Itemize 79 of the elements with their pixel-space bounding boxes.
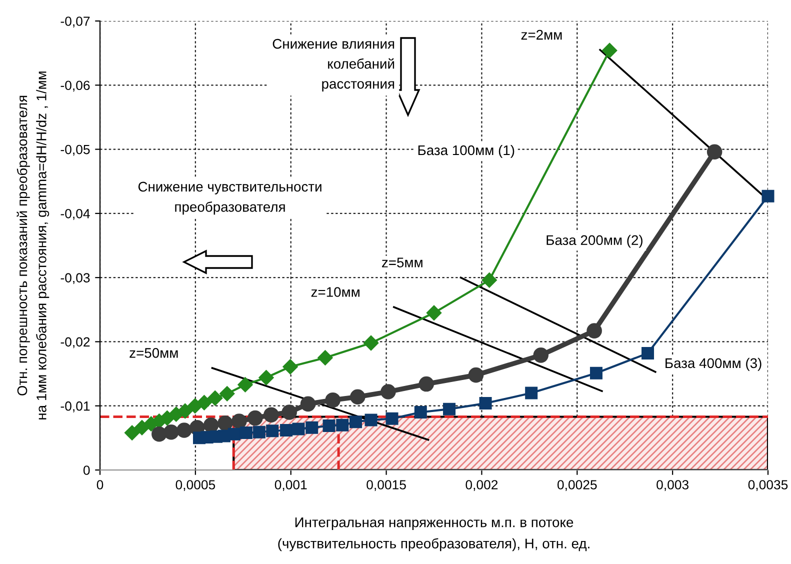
- point: [264, 407, 279, 422]
- y-tick-label: -0,06: [60, 80, 90, 92]
- point: [306, 421, 318, 434]
- y-tick-label: -0,03: [60, 273, 90, 284]
- point: [248, 410, 263, 426]
- point: [414, 406, 427, 419]
- point: [203, 417, 219, 433]
- point: [282, 404, 297, 420]
- series-label: База 400мм (3): [666, 358, 762, 371]
- point: [443, 402, 456, 416]
- point: [134, 420, 150, 436]
- point: [231, 414, 247, 429]
- text: z=10мм: [311, 287, 360, 297]
- point: [196, 395, 212, 410]
- y-tick-label: -0,07: [60, 16, 90, 28]
- annotation: Снижение чувствительности преобразователя: [138, 182, 322, 215]
- y-tick-label: -0,02: [60, 337, 90, 348]
- point: [292, 422, 305, 436]
- point: [468, 367, 484, 383]
- point: [152, 426, 167, 442]
- y-tick-label: 0: [83, 466, 90, 475]
- point: [336, 418, 349, 432]
- point: [642, 347, 654, 360]
- point: [350, 416, 362, 428]
- point: [318, 350, 333, 366]
- point: [164, 424, 179, 440]
- x-tick-label: 0,0025: [557, 480, 597, 491]
- point: [282, 359, 298, 374]
- point: [218, 416, 233, 431]
- point: [240, 426, 252, 440]
- point: [228, 428, 240, 440]
- point: [762, 190, 774, 202]
- x-tick-label: 0,003: [656, 480, 688, 491]
- point: [525, 386, 538, 400]
- point: [586, 323, 602, 338]
- point: [220, 386, 235, 402]
- point: [364, 414, 378, 426]
- point: [482, 272, 497, 288]
- x-tick-label: 0,002: [466, 480, 498, 491]
- text: База 100мм (1): [418, 144, 514, 158]
- text: z=5мм: [382, 258, 422, 268]
- point: [252, 426, 266, 438]
- x-tick-label: 0,001: [274, 480, 307, 491]
- y-axis-title: Отн. погрешность показаний преобразователя на 1мм колебания расстояния, gamma=dH/H/dz , 1/мм: [16, 72, 50, 420]
- point: [706, 144, 722, 160]
- x-axis-title: Интегральная напряженность м.п. в потоке (чувствительность преобразователя), H, отн. ед.: [278, 518, 590, 552]
- point: [266, 424, 279, 438]
- y-tick-label: -0,05: [60, 144, 90, 156]
- point: [325, 392, 340, 408]
- point: [160, 410, 175, 426]
- point: [258, 370, 274, 386]
- y-tick-label: -0,04: [60, 208, 90, 220]
- point: [602, 42, 618, 58]
- point: [178, 403, 193, 419]
- point: [533, 348, 549, 363]
- point: [322, 419, 336, 432]
- point: [380, 384, 396, 400]
- annotation: Снижение влияния колебаний расстояния: [272, 38, 394, 92]
- point: [479, 397, 492, 410]
- point: [176, 422, 192, 438]
- point: [280, 424, 293, 436]
- text: z=50мм: [130, 348, 178, 358]
- x-tick-label: 0: [96, 480, 104, 490]
- point: [386, 412, 398, 425]
- point: [238, 377, 253, 392]
- x-tick-label: 0,0035: [748, 480, 788, 491]
- point: [418, 376, 434, 392]
- point: [363, 335, 379, 351]
- point: [426, 305, 442, 320]
- x-tick-label: 0,0005: [176, 480, 216, 491]
- series-label: База 200мм (2): [546, 234, 642, 248]
- point: [124, 425, 140, 440]
- point: [590, 366, 602, 380]
- x-tick-label: 0,0015: [366, 480, 406, 491]
- y-tick-label: -0,01: [60, 401, 90, 412]
- text: z=2мм: [521, 30, 562, 40]
- point: [300, 396, 316, 412]
- point: [350, 389, 366, 405]
- point: [208, 390, 223, 406]
